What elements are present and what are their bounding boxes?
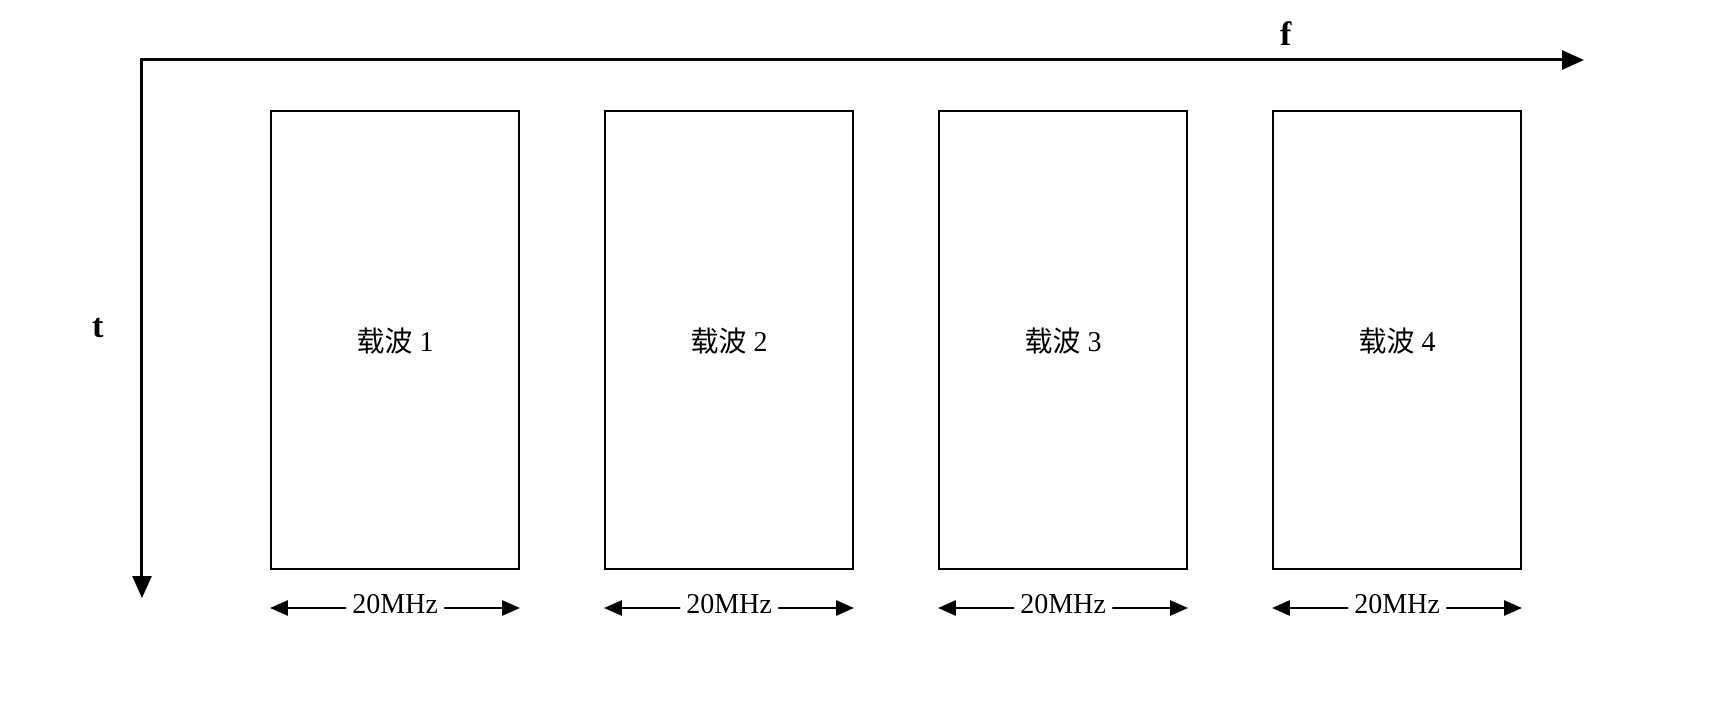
f-axis-line (142, 58, 1562, 61)
bandwidth-indicator-1: 20MHz (270, 598, 520, 618)
bandwidth-indicator-2: 20MHz (604, 598, 854, 618)
carrier-label: 载波 3 (1024, 320, 1101, 360)
carrier-diagram: f t 载波 1 载波 2 载波 3 载波 4 20MHz 20MHz 20MH… (110, 40, 1600, 680)
f-axis-arrowhead (1562, 50, 1584, 70)
f-axis-label: f (1280, 16, 1291, 54)
carrier-box-3: 载波 3 (938, 110, 1188, 570)
bandwidth-label: 20MHz (346, 589, 444, 621)
carrier-box-4: 载波 4 (1272, 110, 1522, 570)
arrow-right-icon (836, 600, 854, 616)
carrier-box-1: 载波 1 (270, 110, 520, 570)
t-axis-line (140, 58, 143, 578)
t-axis-arrowhead (132, 576, 152, 598)
bandwidth-label: 20MHz (1348, 589, 1446, 621)
t-axis-label: t (92, 308, 103, 346)
carrier-box-2: 载波 2 (604, 110, 854, 570)
carrier-label: 载波 2 (690, 320, 767, 360)
arrow-right-icon (1170, 600, 1188, 616)
carrier-label: 载波 4 (1358, 320, 1435, 360)
bandwidth-indicator-4: 20MHz (1272, 598, 1522, 618)
bandwidth-indicator-3: 20MHz (938, 598, 1188, 618)
bandwidth-label: 20MHz (1014, 589, 1112, 621)
bandwidth-label: 20MHz (680, 589, 778, 621)
arrow-right-icon (1504, 600, 1522, 616)
arrow-right-icon (502, 600, 520, 616)
carrier-label: 载波 1 (356, 320, 433, 360)
